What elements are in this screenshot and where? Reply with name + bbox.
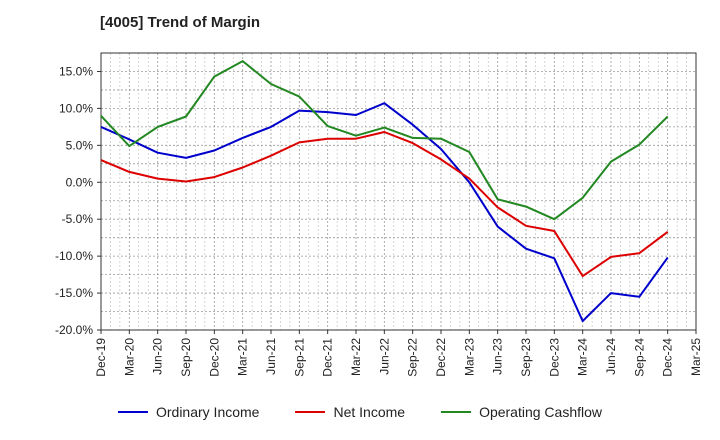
- x-tick-label: Jun-24: [604, 338, 618, 375]
- x-tick-label: Mar-20: [122, 338, 136, 376]
- legend-swatch: [117, 411, 148, 413]
- legend-swatch: [441, 411, 472, 413]
- x-axis-tick-labels: Dec-19 Mar-20 Jun-20 Sep-20 Dec-20 Mar-21 Jun-…: [94, 330, 703, 377]
- x-tick-label: Dec-24: [661, 338, 675, 377]
- x-tick-label: Sep-23: [519, 338, 533, 377]
- legend-label: Operating Cashflow: [479, 404, 603, 420]
- y-tick-label: 5.0%: [66, 138, 94, 152]
- grid-lines: [100, 52, 697, 331]
- x-tick-label: Dec-21: [321, 338, 335, 377]
- y-tick-label: -15.0%: [55, 286, 93, 300]
- series-line-net-income: [100, 131, 669, 278]
- y-tick-label: -10.0%: [55, 249, 93, 263]
- y-tick-label: -20.0%: [55, 323, 93, 337]
- legend-label: Ordinary Income: [155, 404, 260, 420]
- plot-area-frame: [100, 52, 697, 331]
- x-tick-label: Jun-21: [264, 338, 278, 375]
- series-line-operating-cashflow: [100, 60, 669, 221]
- x-tick-label: Mar-25: [689, 338, 703, 376]
- series-lines: [100, 60, 669, 323]
- x-tick-label: Sep-21: [292, 338, 306, 377]
- legend-item-ordinary-income: Ordinary Income: [117, 404, 260, 420]
- legend-item-operating-cashflow: Operating Cashflow: [441, 404, 602, 420]
- x-tick-label: Sep-24: [632, 338, 646, 377]
- y-tick-label: 0.0%: [66, 175, 94, 189]
- x-tick-label: Dec-20: [207, 338, 221, 377]
- x-tick-label: Jun-22: [377, 338, 391, 375]
- chart-title: [4005] Trend of Margin: [100, 14, 261, 31]
- x-tick-label: Mar-24: [576, 338, 590, 376]
- series-line-ordinary-income: [100, 102, 669, 323]
- x-tick-label: Dec-23: [547, 338, 561, 377]
- x-tick-label: Mar-22: [349, 338, 363, 376]
- y-tick-label: 10.0%: [59, 101, 93, 115]
- legend-swatch: [295, 411, 326, 413]
- legend: Ordinary Income Net Income Operating Cashf…: [0, 404, 720, 420]
- x-tick-label: Sep-20: [179, 338, 193, 377]
- x-tick-label: Dec-22: [434, 338, 448, 377]
- y-axis-tick-labels: 15.0% 10.0% 5.0% 0.0% -5.0% -10.0% -15.0% -20.0…: [55, 64, 101, 337]
- x-tick-label: Jun-23: [491, 338, 505, 375]
- x-tick-label: Dec-19: [94, 338, 108, 377]
- x-tick-label: Mar-21: [236, 338, 250, 376]
- x-tick-label: Jun-20: [151, 338, 165, 375]
- x-tick-label: Mar-23: [462, 338, 476, 376]
- legend-item-net-income: Net Income: [295, 404, 405, 420]
- legend-label: Net Income: [333, 404, 406, 420]
- y-tick-label: -5.0%: [62, 212, 94, 226]
- y-tick-label: 15.0%: [59, 64, 93, 78]
- x-tick-label: Sep-22: [406, 338, 420, 377]
